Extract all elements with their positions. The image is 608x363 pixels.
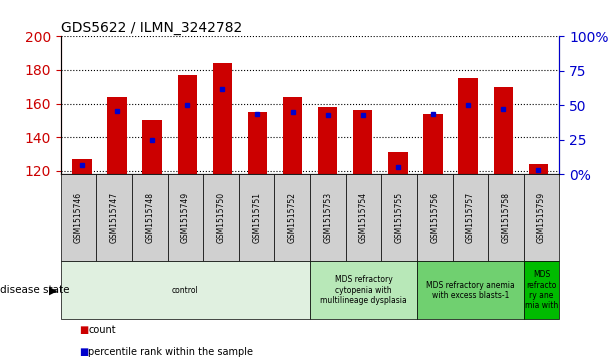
Bar bbox=[72, 159, 92, 174]
Text: percentile rank within the sample: percentile rank within the sample bbox=[88, 347, 253, 357]
Text: GSM1515759: GSM1515759 bbox=[537, 192, 546, 243]
Text: GSM1515758: GSM1515758 bbox=[502, 192, 511, 243]
Text: ■: ■ bbox=[79, 347, 88, 357]
Text: disease state: disease state bbox=[0, 285, 69, 295]
Text: GSM1515750: GSM1515750 bbox=[216, 192, 226, 243]
Bar bbox=[108, 97, 126, 174]
Bar bbox=[423, 114, 443, 174]
Text: GSM1515756: GSM1515756 bbox=[430, 192, 439, 243]
Text: MDS refractory anemia
with excess blasts-1: MDS refractory anemia with excess blasts… bbox=[426, 281, 515, 300]
Bar bbox=[247, 112, 267, 174]
Text: ■: ■ bbox=[79, 325, 88, 335]
Text: GSM1515757: GSM1515757 bbox=[466, 192, 475, 243]
Bar bbox=[458, 78, 478, 174]
Bar bbox=[388, 152, 407, 174]
Text: GSM1515746: GSM1515746 bbox=[74, 192, 83, 243]
Bar bbox=[528, 164, 548, 174]
Bar bbox=[213, 63, 232, 174]
Bar bbox=[353, 110, 372, 174]
Text: GSM1515753: GSM1515753 bbox=[323, 192, 333, 243]
Text: MDS refractory
cytopenia with
multilineage dysplasia: MDS refractory cytopenia with multilinea… bbox=[320, 276, 407, 305]
Text: GSM1515749: GSM1515749 bbox=[181, 192, 190, 243]
Text: MDS
refracto
ry ane
mia with: MDS refracto ry ane mia with bbox=[525, 270, 558, 310]
Text: control: control bbox=[172, 286, 199, 295]
Bar bbox=[494, 87, 513, 174]
Text: GSM1515748: GSM1515748 bbox=[145, 192, 154, 243]
Bar bbox=[178, 75, 197, 174]
Text: GSM1515754: GSM1515754 bbox=[359, 192, 368, 243]
Text: GSM1515755: GSM1515755 bbox=[395, 192, 404, 243]
Bar bbox=[318, 107, 337, 174]
Text: ▶: ▶ bbox=[49, 285, 58, 295]
Text: count: count bbox=[88, 325, 116, 335]
Text: GSM1515751: GSM1515751 bbox=[252, 192, 261, 243]
Text: GSM1515752: GSM1515752 bbox=[288, 192, 297, 243]
Text: GDS5622 / ILMN_3242782: GDS5622 / ILMN_3242782 bbox=[61, 21, 242, 35]
Text: GSM1515747: GSM1515747 bbox=[109, 192, 119, 243]
Bar bbox=[142, 121, 162, 174]
Bar bbox=[283, 97, 302, 174]
